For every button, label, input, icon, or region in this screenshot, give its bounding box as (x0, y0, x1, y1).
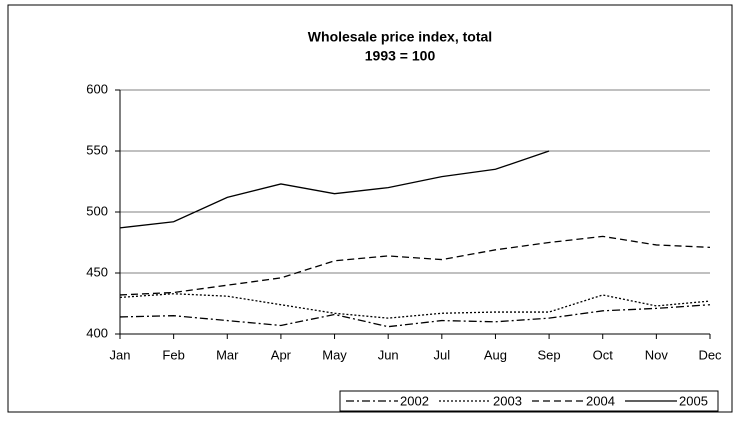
x-tick-label: May (322, 347, 347, 362)
series-line (119, 293, 711, 319)
chart-title: Wholesale price index, total (308, 29, 492, 45)
y-tick-label: 600 (86, 81, 108, 96)
series-line (119, 235, 711, 296)
legend-label: 2005 (679, 393, 708, 408)
x-tick-label: Apr (271, 347, 292, 362)
x-tick-label: Aug (484, 347, 507, 362)
y-tick-label: 400 (86, 325, 108, 340)
y-tick-label: 450 (86, 264, 108, 279)
legend-label: 2004 (586, 393, 615, 408)
y-tick-label: 550 (86, 142, 108, 157)
x-tick-label: Nov (645, 347, 669, 362)
x-tick-label: Dec (698, 347, 722, 362)
chart-frame (7, 4, 733, 413)
y-tick-label: 500 (86, 203, 108, 218)
x-tick-label: Feb (162, 347, 184, 362)
chart-subtitle: 1993 = 100 (365, 48, 436, 64)
legend-box (339, 390, 719, 412)
legend-label: 2002 (400, 393, 429, 408)
series-line (119, 304, 711, 328)
legend-label: 2003 (493, 393, 522, 408)
x-tick-label: Sep (538, 347, 561, 362)
x-tick-label: Jun (378, 347, 399, 362)
x-tick-label: Jul (434, 347, 451, 362)
series-line (119, 150, 550, 229)
x-tick-label: Oct (593, 347, 614, 362)
x-tick-label: Mar (216, 347, 239, 362)
x-tick-label: Jan (110, 347, 131, 362)
